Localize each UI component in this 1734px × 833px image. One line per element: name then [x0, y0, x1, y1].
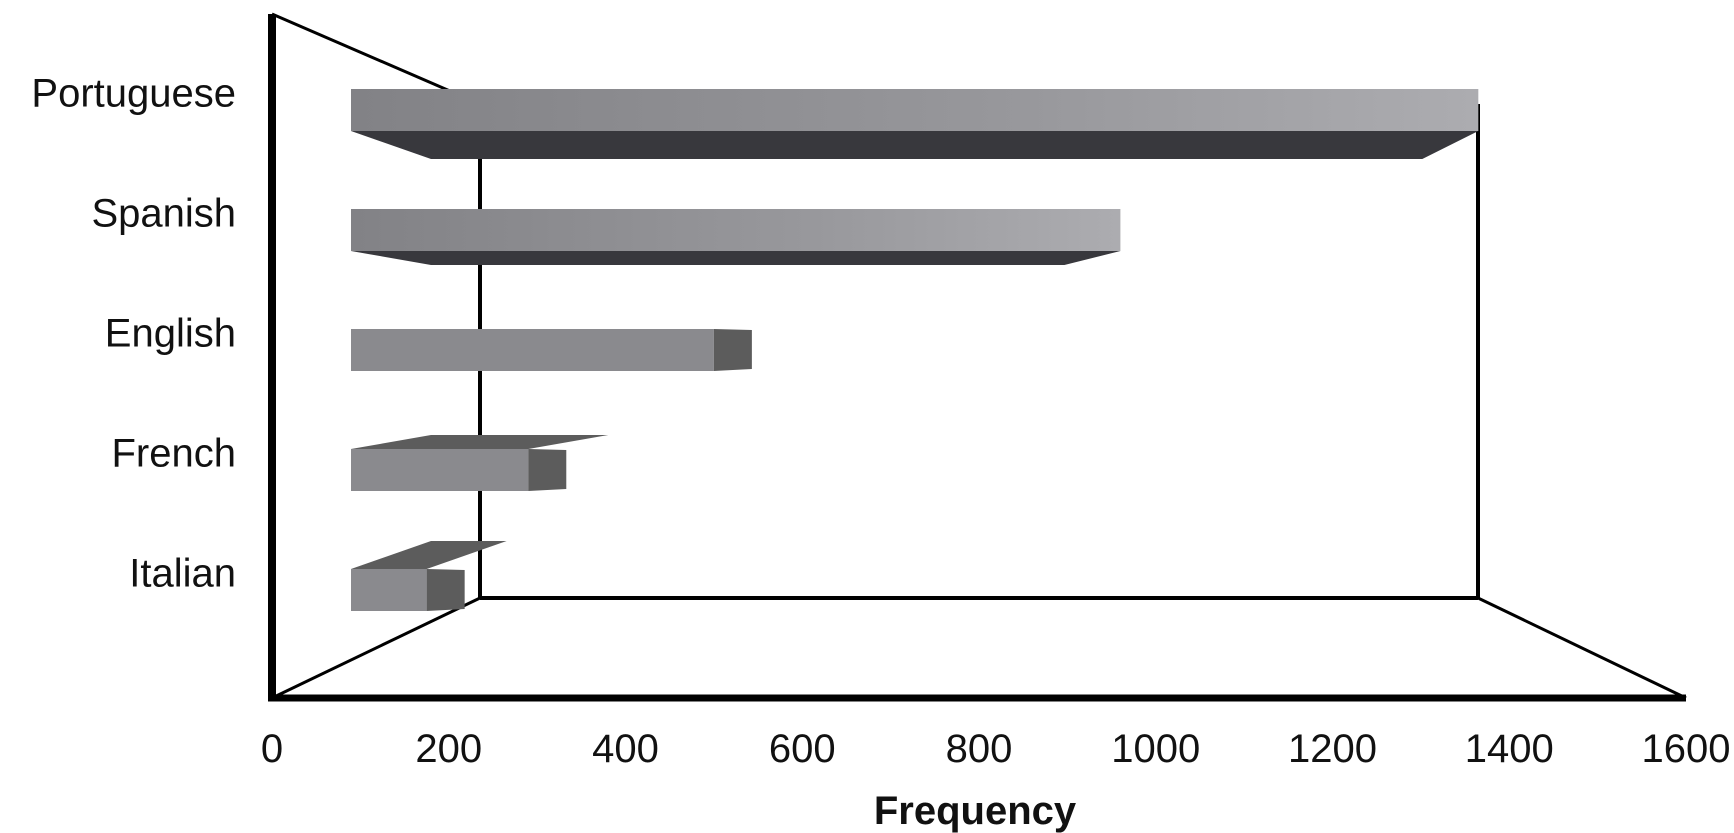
- x-tick-label-0: 0: [261, 727, 283, 771]
- bar-face-spanish: [351, 209, 1121, 251]
- bar-portuguese: [351, 89, 1479, 159]
- x-tick-label-800: 800: [946, 727, 1013, 771]
- bar-top-italian: [351, 541, 507, 569]
- category-label-portuguese: Portuguese: [31, 72, 236, 116]
- bar-french: [351, 435, 609, 491]
- bar-side-english: [713, 329, 752, 371]
- bar-face-french: [351, 449, 529, 491]
- bar-top-french: [351, 435, 609, 449]
- bars-layer: [351, 89, 1479, 611]
- bar-side-french: [528, 449, 567, 491]
- bar-face-portuguese: [351, 89, 1479, 131]
- bar-shadow-spanish: [351, 251, 1121, 265]
- bar-english: [351, 329, 752, 371]
- x-axis-title: Frequency: [874, 789, 1077, 833]
- bar-spanish: [351, 209, 1121, 265]
- bar-shadow-portuguese: [351, 131, 1479, 159]
- x-tick-label-1600: 1600: [1642, 727, 1731, 771]
- category-labels: Portuguese Spanish English French Italian: [31, 72, 236, 596]
- x-tick-label-1000: 1000: [1111, 727, 1200, 771]
- x-tick-label-1400: 1400: [1465, 727, 1554, 771]
- x-tick-label-1200: 1200: [1288, 727, 1377, 771]
- x-tick-label-200: 200: [415, 727, 482, 771]
- category-label-spanish: Spanish: [91, 192, 236, 236]
- floor-left-edge: [271, 596, 481, 700]
- floor-right-edge: [1477, 596, 1687, 700]
- bar-side-italian: [426, 569, 465, 611]
- x-tick-label-400: 400: [592, 727, 659, 771]
- x-tick-labels: 0 200 400 600 800 1000 1200 1400 1600: [261, 727, 1731, 771]
- bar-italian: [351, 541, 507, 611]
- category-label-french: French: [112, 432, 237, 476]
- bar-face-italian: [351, 569, 427, 611]
- bar-face-english: [351, 329, 714, 371]
- category-label-english: English: [105, 312, 236, 356]
- category-label-italian: Italian: [129, 552, 236, 596]
- x-tick-label-600: 600: [769, 727, 836, 771]
